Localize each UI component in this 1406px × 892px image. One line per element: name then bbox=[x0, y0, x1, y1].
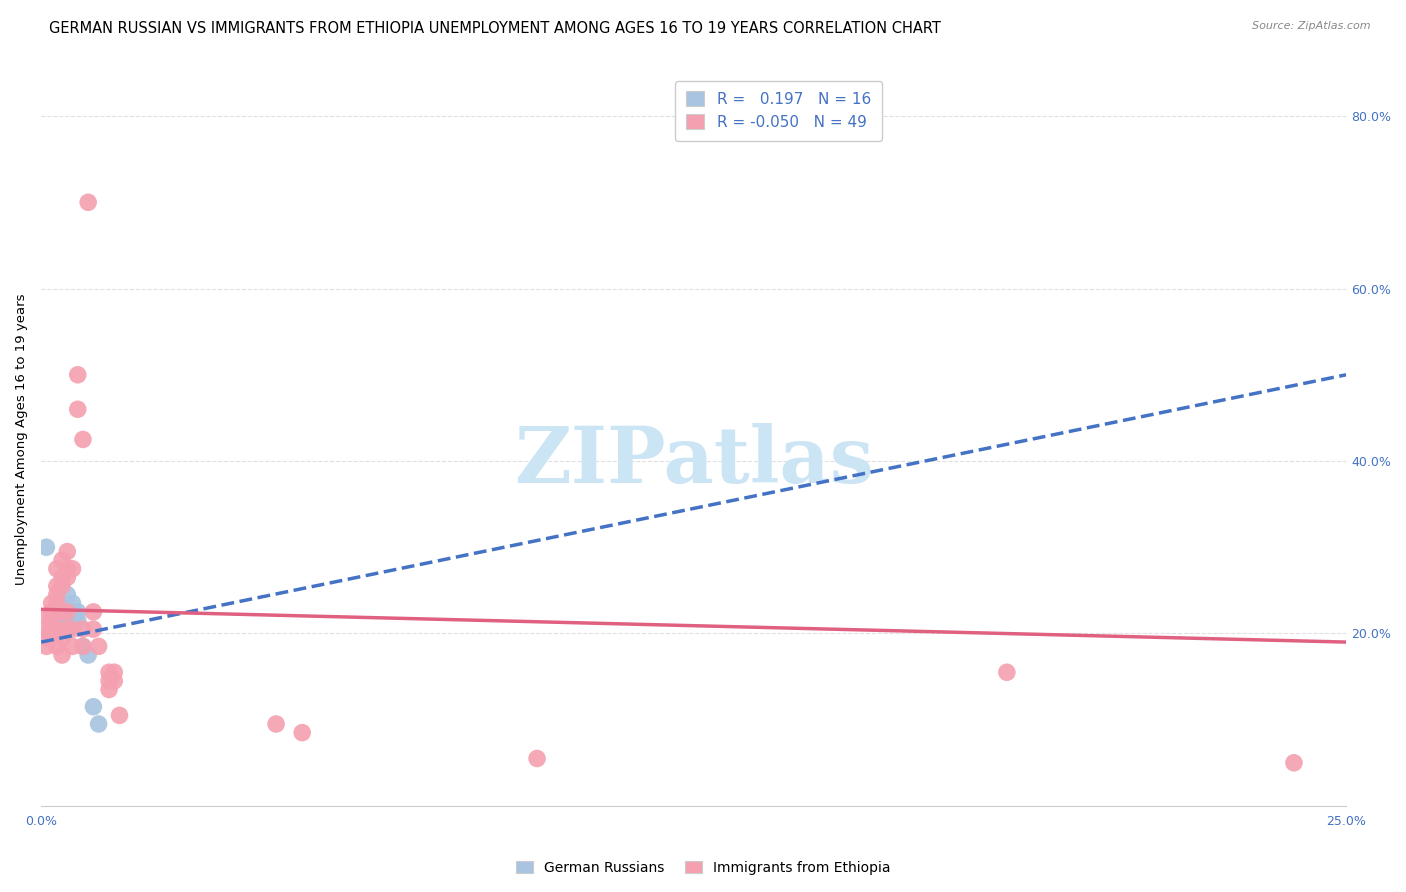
Point bbox=[45, 596, 67, 610]
Point bbox=[45, 562, 67, 576]
Point bbox=[72, 433, 94, 447]
Point bbox=[56, 588, 79, 602]
Point bbox=[291, 725, 314, 739]
Point bbox=[62, 605, 84, 619]
Point bbox=[103, 665, 125, 680]
Point bbox=[66, 605, 89, 619]
Point bbox=[51, 614, 73, 628]
Point bbox=[41, 622, 63, 636]
Point bbox=[45, 588, 67, 602]
Point bbox=[45, 609, 67, 624]
Point bbox=[66, 614, 89, 628]
Point bbox=[66, 402, 89, 417]
Text: GERMAN RUSSIAN VS IMMIGRANTS FROM ETHIOPIA UNEMPLOYMENT AMONG AGES 16 TO 19 YEAR: GERMAN RUSSIAN VS IMMIGRANTS FROM ETHIOP… bbox=[49, 21, 941, 36]
Y-axis label: Unemployment Among Ages 16 to 19 years: Unemployment Among Ages 16 to 19 years bbox=[15, 293, 28, 585]
Point bbox=[526, 751, 548, 765]
Point bbox=[62, 622, 84, 636]
Point bbox=[98, 673, 121, 688]
Point bbox=[87, 717, 110, 731]
Legend: R =   0.197   N = 16, R = -0.050   N = 49: R = 0.197 N = 16, R = -0.050 N = 49 bbox=[675, 80, 882, 141]
Point bbox=[62, 562, 84, 576]
Point bbox=[87, 640, 110, 654]
Point bbox=[45, 579, 67, 593]
Text: Source: ZipAtlas.com: Source: ZipAtlas.com bbox=[1253, 21, 1371, 30]
Point bbox=[51, 648, 73, 662]
Point bbox=[51, 605, 73, 619]
Point bbox=[35, 622, 58, 636]
Point bbox=[77, 195, 100, 210]
Point bbox=[56, 622, 79, 636]
Point bbox=[51, 570, 73, 584]
Point bbox=[51, 605, 73, 619]
Point bbox=[995, 665, 1018, 680]
Point bbox=[41, 631, 63, 645]
Point bbox=[72, 640, 94, 654]
Point bbox=[41, 596, 63, 610]
Point bbox=[56, 562, 79, 576]
Point bbox=[66, 368, 89, 382]
Point bbox=[35, 640, 58, 654]
Point bbox=[98, 665, 121, 680]
Text: ZIPatlas: ZIPatlas bbox=[513, 424, 873, 500]
Point bbox=[62, 596, 84, 610]
Point bbox=[1282, 756, 1305, 770]
Point bbox=[41, 605, 63, 619]
Point bbox=[56, 570, 79, 584]
Point bbox=[264, 717, 287, 731]
Point bbox=[51, 579, 73, 593]
Point bbox=[82, 622, 104, 636]
Point bbox=[98, 682, 121, 697]
Point bbox=[56, 544, 79, 558]
Legend: German Russians, Immigrants from Ethiopia: German Russians, Immigrants from Ethiopi… bbox=[510, 855, 896, 880]
Point bbox=[77, 648, 100, 662]
Point bbox=[103, 673, 125, 688]
Point bbox=[45, 622, 67, 636]
Point bbox=[45, 617, 67, 632]
Point bbox=[56, 614, 79, 628]
Point bbox=[35, 631, 58, 645]
Point bbox=[51, 631, 73, 645]
Point bbox=[108, 708, 131, 723]
Point bbox=[35, 609, 58, 624]
Point bbox=[35, 540, 58, 554]
Point bbox=[56, 605, 79, 619]
Point bbox=[72, 640, 94, 654]
Point bbox=[51, 553, 73, 567]
Point bbox=[72, 622, 94, 636]
Point bbox=[82, 605, 104, 619]
Point bbox=[62, 614, 84, 628]
Point bbox=[82, 699, 104, 714]
Point bbox=[62, 640, 84, 654]
Point bbox=[45, 640, 67, 654]
Point bbox=[41, 614, 63, 628]
